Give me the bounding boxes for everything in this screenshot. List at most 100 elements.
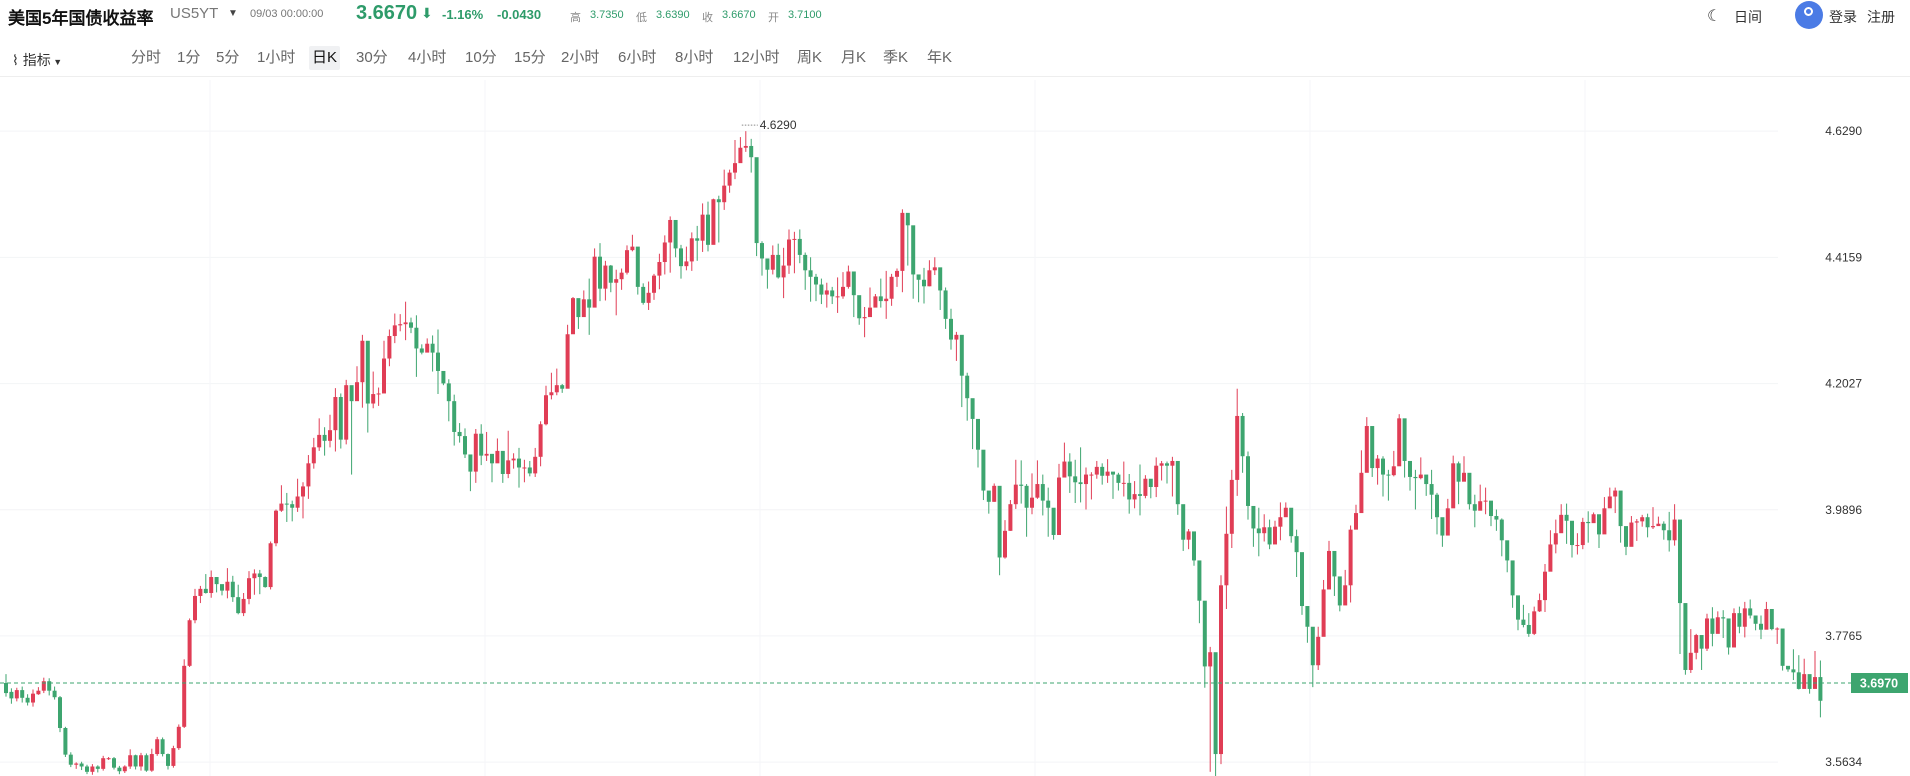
candle-body	[236, 597, 241, 614]
candle	[673, 219, 678, 258]
candle	[371, 371, 376, 409]
timeframe-tab-active[interactable]: 日K	[309, 46, 341, 70]
candle	[814, 273, 818, 302]
candle	[284, 492, 289, 522]
candle	[1283, 502, 1288, 518]
candle	[554, 368, 559, 396]
candle	[1532, 606, 1537, 636]
candle	[1046, 487, 1051, 537]
candle-body	[1084, 474, 1088, 485]
candle-body	[230, 581, 235, 598]
candle	[144, 753, 149, 772]
candle	[1564, 503, 1569, 544]
candle	[1051, 507, 1056, 540]
candle	[835, 277, 840, 313]
instrument-symbol[interactable]: US5YT	[170, 5, 219, 22]
candle	[1786, 665, 1790, 672]
candle-body	[1300, 552, 1304, 607]
candle	[1494, 509, 1499, 531]
candle-body	[1435, 494, 1439, 518]
timeframe-tab[interactable]: 2小时	[561, 49, 600, 66]
moon-icon[interactable]: ☾	[1707, 8, 1722, 25]
timeframe-tab[interactable]: 季K	[883, 49, 909, 66]
indicator-menu[interactable]: ⌇ 指标 ▼	[12, 50, 62, 70]
candle	[965, 372, 970, 421]
candle	[387, 329, 392, 367]
timeframe-tab[interactable]: 6小时	[618, 49, 657, 66]
high-annotation: 4.6290	[760, 118, 797, 132]
candle	[787, 229, 791, 274]
timeframe-tab[interactable]: 周K	[797, 49, 823, 66]
candle-body	[1418, 474, 1423, 479]
candle	[576, 298, 581, 329]
candle-body	[1526, 624, 1531, 634]
bar-time: 09/03 00:00:00	[250, 8, 324, 20]
candle-body	[376, 393, 381, 395]
timeframe-tab[interactable]: 分时	[131, 49, 162, 66]
candle	[992, 483, 997, 502]
candle-body	[85, 766, 89, 772]
candle	[1678, 519, 1682, 654]
candle	[1764, 601, 1769, 630]
candle	[527, 460, 532, 477]
candle	[1040, 474, 1045, 516]
candle	[311, 437, 316, 469]
candle	[1580, 517, 1585, 550]
timeframe-tab[interactable]: 12小时	[733, 49, 780, 66]
candle	[1246, 451, 1250, 520]
timeframe-tab[interactable]: 4小时	[408, 49, 447, 66]
timeframe-tab[interactable]: 5分	[216, 49, 240, 66]
candle	[106, 757, 111, 760]
candle	[225, 568, 230, 599]
candlestick-chart[interactable]: 4.6290 4.4159 4.2027 3.9896 3.7765 3.5634 4.6…	[0, 80, 1910, 776]
timeframe-tab[interactable]: 30分	[356, 49, 388, 66]
candle-body	[1213, 652, 1218, 755]
candle	[1699, 635, 1704, 670]
candle-body	[214, 577, 219, 585]
candle-body	[776, 254, 781, 278]
candle-body	[635, 246, 640, 287]
timeframe-tab[interactable]: 10分	[465, 49, 497, 66]
candle	[830, 286, 835, 305]
timeframe-tab[interactable]: 年K	[927, 49, 953, 66]
user-avatar[interactable]	[1795, 1, 1823, 29]
timeframe-tab[interactable]: 8小时	[675, 49, 714, 66]
timeframe-tab[interactable]: 月K	[841, 49, 867, 66]
candle-body	[954, 334, 959, 340]
symbol-dropdown-icon[interactable]: ▼	[228, 8, 238, 19]
candle	[581, 290, 586, 318]
change-percent: -1.16%	[442, 7, 484, 22]
candle-body	[1375, 458, 1380, 469]
candle-body	[986, 490, 991, 502]
candle	[1753, 615, 1758, 631]
candle	[117, 765, 122, 775]
candle-body	[760, 243, 764, 259]
candle	[943, 287, 948, 329]
candle-body	[1224, 533, 1229, 586]
candle-body	[1159, 463, 1164, 466]
candle	[706, 201, 710, 252]
timeframe-tab[interactable]: 1小时	[257, 49, 296, 66]
theme-toggle[interactable]: 日间	[1734, 9, 1762, 25]
candle-body	[668, 219, 673, 243]
candle-body	[398, 324, 403, 326]
timeframe-tab[interactable]: 1分	[177, 49, 201, 66]
login-link[interactable]: 登录	[1829, 9, 1857, 25]
register-link[interactable]: 注册	[1867, 9, 1895, 25]
candle	[1327, 540, 1331, 590]
timeframe-tab[interactable]: 15分	[514, 49, 546, 66]
candle-body	[468, 454, 473, 472]
candle-body	[527, 467, 532, 474]
candle	[79, 761, 84, 771]
candle-body	[317, 434, 322, 448]
chart-line-icon: ⌇	[12, 52, 23, 68]
candle-body	[1359, 472, 1364, 514]
candle-body	[1775, 628, 1780, 630]
candle	[619, 268, 624, 290]
candle	[1159, 460, 1164, 481]
candle-body	[1613, 490, 1618, 497]
candle-body	[1710, 618, 1715, 634]
candle-body	[1791, 669, 1796, 673]
candle-body	[1262, 527, 1267, 534]
candle	[365, 340, 370, 433]
